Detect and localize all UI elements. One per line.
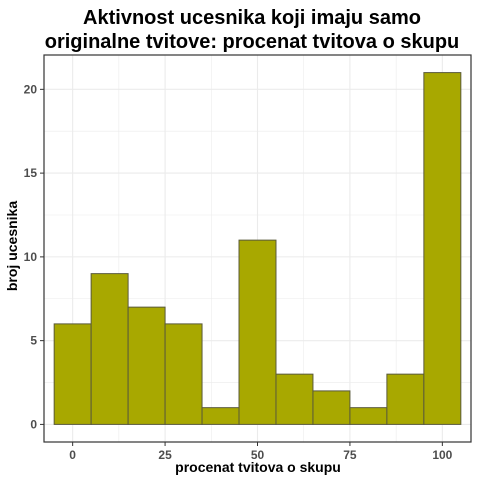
x-tick-label: 100 bbox=[432, 448, 452, 462]
x-tick-label: 50 bbox=[251, 448, 265, 462]
x-tick-label: 0 bbox=[69, 448, 76, 462]
x-tick-label: 25 bbox=[158, 448, 172, 462]
histogram-bar-3 bbox=[164, 323, 203, 425]
histogram-bar-10 bbox=[423, 72, 462, 425]
histogram-bar-9 bbox=[386, 373, 425, 425]
y-tick-label: 0 bbox=[30, 417, 37, 431]
x-tick-label: 75 bbox=[343, 448, 357, 462]
chart-title-line-1: Aktivnost ucesnika koji imaju samo bbox=[83, 7, 421, 29]
histogram-bar-7 bbox=[312, 390, 351, 425]
y-tick-label: 5 bbox=[30, 334, 37, 348]
histogram-bar-4 bbox=[201, 407, 240, 425]
histogram-bar-5 bbox=[238, 239, 277, 425]
y-tick-label: 10 bbox=[24, 250, 38, 264]
chart-title-line-2: originalne tvitove: procenat tvitova o s… bbox=[45, 31, 460, 53]
histogram-bars bbox=[53, 72, 462, 425]
x-axis-title: procenat tvitova o skupu bbox=[175, 459, 341, 475]
y-tick-label: 20 bbox=[24, 82, 38, 96]
histogram-bar-8 bbox=[349, 407, 388, 425]
y-tick-label: 15 bbox=[24, 166, 38, 180]
histogram-bar-0 bbox=[53, 323, 92, 425]
histogram-bar-2 bbox=[127, 306, 166, 425]
axes: 0 25 50 75 100 0 5 10 15 20 bbox=[24, 82, 453, 462]
histogram-bar-6 bbox=[275, 373, 314, 425]
histogram-bar-1 bbox=[90, 273, 129, 425]
y-axis-title: broj ucesnika bbox=[4, 201, 20, 291]
